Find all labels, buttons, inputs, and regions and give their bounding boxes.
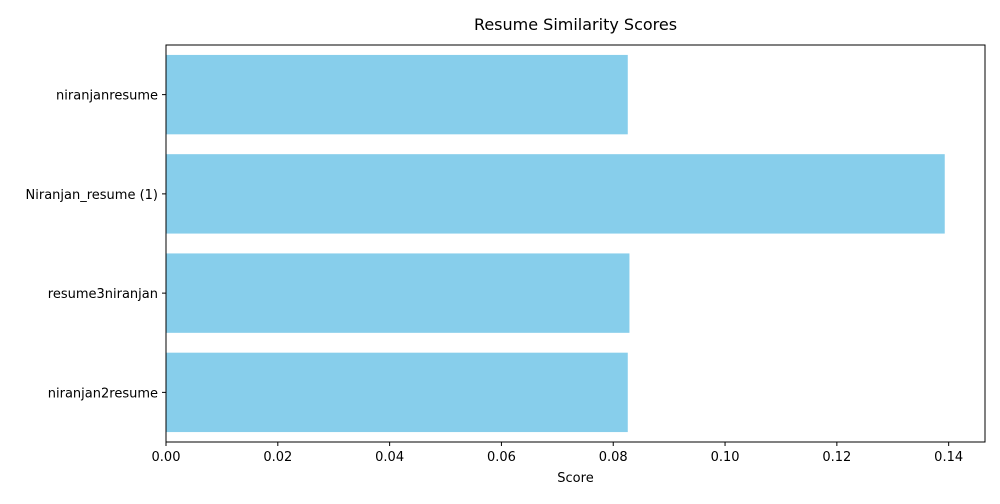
bar [166, 154, 945, 234]
x-tick-label: 0.10 [711, 450, 740, 465]
x-tick-label: 0.04 [375, 450, 404, 465]
x-tick-label: 0.00 [152, 450, 181, 465]
x-ticks-group: 0.00 0.02 0.04 0.06 0.08 0.10 0.12 0.14 [152, 442, 963, 465]
bar [166, 54, 628, 135]
x-tick-label: 0.08 [599, 450, 628, 465]
x-tick-label: 0.12 [822, 450, 851, 465]
x-tick-label: 0.02 [263, 450, 292, 465]
bar [166, 253, 630, 333]
x-axis-label: Score [557, 471, 593, 486]
x-tick-label: 0.06 [487, 450, 516, 465]
y-tick-label: niranjan2resume [48, 386, 158, 401]
bars-group [166, 54, 945, 433]
y-tick-label: resume3niranjan [48, 287, 158, 302]
bar [166, 352, 628, 433]
y-ticks-group: niranjanresume Niranjan_resume (1) resume3… [26, 89, 166, 401]
plot-frame [165, 44, 986, 443]
y-tick-label: Niranjan_resume (1) [26, 188, 158, 203]
chart-title: Resume Similarity Scores [474, 15, 677, 34]
axes-group [165, 44, 986, 443]
x-tick-label: 0.14 [934, 450, 963, 465]
y-tick-label: niranjanresume [56, 89, 158, 104]
